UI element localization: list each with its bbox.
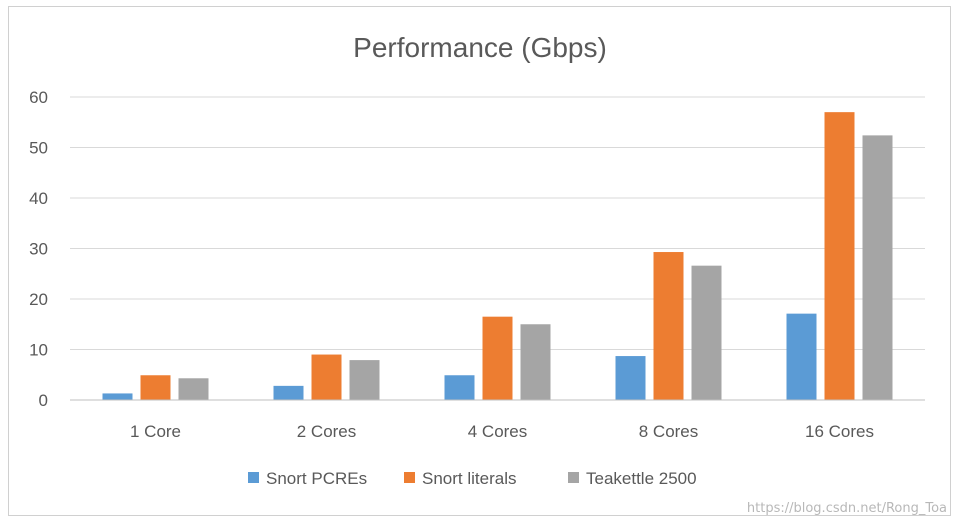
legend: Snort PCREs Snort literals Teakettle 2500 xyxy=(248,469,697,488)
bar-teakettle-2500-4-cores xyxy=(520,324,551,400)
legend-label: Teakettle 2500 xyxy=(586,469,697,488)
x-tick-label: 1 Core xyxy=(130,422,181,441)
bar-snort-pcres-8-cores xyxy=(615,356,646,400)
y-tick-label: 50 xyxy=(29,139,48,158)
x-tick-label: 16 Cores xyxy=(805,422,874,441)
bar-snort-pcres-1-core xyxy=(102,393,133,400)
bar-snort-pcres-4-cores xyxy=(444,375,475,400)
y-tick-label: 30 xyxy=(29,240,48,259)
bar-teakettle-2500-8-cores xyxy=(691,265,722,400)
bar-snort-literals-2-cores xyxy=(311,354,342,400)
legend-swatch xyxy=(568,472,579,483)
bars xyxy=(102,112,893,401)
x-axis-ticks: 1 Core 2 Cores 4 Cores 8 Cores 16 Cores xyxy=(130,422,874,441)
legend-label: Snort literals xyxy=(422,469,516,488)
y-tick-label: 40 xyxy=(29,189,48,208)
y-tick-label: 10 xyxy=(29,341,48,360)
bar-teakettle-2500-1-core xyxy=(178,378,209,400)
bar-teakettle-2500-2-cores xyxy=(349,360,380,400)
chart-frame xyxy=(8,6,951,516)
y-tick-label: 0 xyxy=(39,391,48,410)
legend-swatch xyxy=(248,472,259,483)
y-axis-ticks: 0 10 20 30 40 50 60 xyxy=(29,88,48,410)
legend-label: Snort PCREs xyxy=(266,469,367,488)
x-tick-label: 8 Cores xyxy=(639,422,699,441)
x-tick-label: 4 Cores xyxy=(468,422,528,441)
gridlines xyxy=(70,96,925,350)
watermark: https://blog.csdn.net/Rong_Toa xyxy=(746,501,947,516)
x-tick-label: 2 Cores xyxy=(297,422,357,441)
bar-snort-literals-8-cores xyxy=(653,252,684,400)
bar-snort-pcres-16-cores xyxy=(786,313,817,400)
bar-snort-literals-16-cores xyxy=(824,112,855,401)
chart-title: Performance (Gbps) xyxy=(353,32,607,63)
bar-teakettle-2500-16-cores xyxy=(862,135,893,400)
y-tick-label: 20 xyxy=(29,290,48,309)
y-tick-label: 60 xyxy=(29,88,48,107)
bar-snort-literals-4-cores xyxy=(482,316,513,400)
legend-swatch xyxy=(404,472,415,483)
bar-snort-pcres-2-cores xyxy=(273,385,304,400)
bar-snort-literals-1-core xyxy=(140,375,171,400)
